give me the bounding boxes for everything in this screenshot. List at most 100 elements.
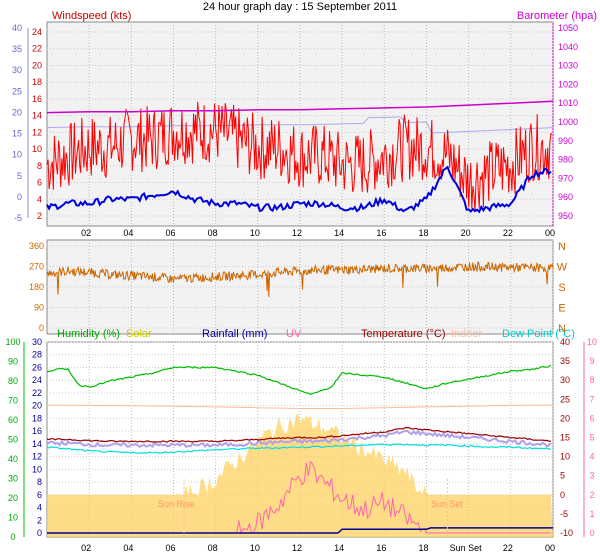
time-tick-label: 06: [165, 543, 175, 553]
dir-compass-label: S: [558, 282, 565, 294]
legend-windspeed: Windspeed (kts): [52, 10, 131, 22]
humidity-axis-label: 40: [8, 454, 18, 464]
wind-axis-label: 6: [37, 178, 42, 188]
wind-outer-axis-label: -5: [14, 213, 22, 223]
time-tick-label: 22: [503, 228, 513, 238]
legend-solar: Solar: [126, 328, 152, 340]
dir-compass-label: N: [558, 323, 566, 335]
temp-axis-label: -5: [560, 509, 568, 519]
rain-axis-label: 14: [32, 439, 42, 449]
rain-axis-label: 18: [32, 413, 42, 423]
wind-direction-line: [46, 261, 554, 297]
rainfall-line: [47, 527, 553, 534]
uv-axis-label: 1: [589, 509, 594, 519]
time-tick-label: 08: [208, 228, 218, 238]
wind-axis-label: 14: [32, 111, 42, 121]
humidity-axis-label: 80: [8, 376, 18, 386]
uv-axis-label: 2: [589, 490, 594, 500]
time-tick-label: 16: [376, 228, 386, 238]
solar-area: [47, 412, 553, 537]
wind-axis-label: 24: [32, 27, 42, 37]
time-tick-label: 04: [123, 228, 133, 238]
dir-axis-label: 360: [29, 241, 44, 251]
legend-rainfall: Rainfall (mm): [202, 328, 267, 340]
sun-rise-label: Sun Rise: [158, 499, 195, 509]
humidity-axis-label: 60: [8, 415, 18, 425]
uv-axis-label: 7: [589, 394, 594, 404]
wind-axis-label: 2: [37, 211, 42, 221]
baro-axis-label: 980: [558, 155, 573, 165]
baro-axis-label: 970: [558, 173, 573, 183]
time-tick-label: 10: [250, 543, 260, 553]
baro-axis-label: 960: [558, 192, 573, 202]
windspeed-line: [46, 101, 553, 212]
time-tick-label: 12: [292, 543, 302, 553]
uv-axis-label: 4: [589, 452, 594, 462]
wind-axis-label: 10: [32, 144, 42, 154]
wind-axis-label: 8: [37, 161, 42, 171]
wind-outer-axis-label: 25: [12, 86, 22, 96]
humidity-axis-label: 0: [10, 532, 15, 542]
uv-axis-label: 8: [589, 375, 594, 385]
rain-axis-label: 26: [32, 362, 42, 372]
dewpoint-line: [46, 443, 552, 455]
rain-axis-label: 4: [37, 503, 42, 513]
barometer-trend-light-line: [46, 116, 554, 134]
uv-axis-label: 3: [589, 471, 594, 481]
time-tick-label: 16: [376, 543, 386, 553]
dir-axis-label: 90: [34, 303, 44, 313]
temp-axis-label: 20: [560, 413, 570, 423]
rain-axis-label: 8: [37, 477, 42, 487]
rain-axis-label: 12: [32, 452, 42, 462]
legend-temperature: Temperature (°C): [361, 328, 445, 340]
uv-axis-label: 6: [589, 413, 594, 423]
humidity-axis-label: 50: [8, 435, 18, 445]
legend-dewpoint: Dew Point (°C): [502, 328, 575, 340]
time-tick-label: 20: [461, 228, 471, 238]
time-tick-label: 02: [81, 228, 91, 238]
temp-axis-label: 10: [560, 452, 570, 462]
baro-axis-label: 990: [558, 136, 573, 146]
wind-outer-axis-label: 10: [12, 150, 22, 160]
wind-outer-axis-label: 35: [12, 44, 22, 54]
time-tick-label: 10: [250, 228, 260, 238]
legend-uv: UV: [286, 328, 302, 340]
baro-axis-label: 1040: [558, 42, 578, 52]
rain-axis-label: 22: [32, 388, 42, 398]
dir-axis-label: 180: [29, 282, 44, 292]
time-tick-label: 02: [81, 543, 91, 553]
dir-compass-label: W: [557, 262, 568, 274]
legend-humidity: Humidity (%): [57, 328, 120, 340]
dir-compass-label: E: [558, 303, 565, 315]
dir-axis-label: 0: [39, 323, 44, 333]
temp-axis-label: 40: [560, 337, 570, 347]
uv-axis-label: 0: [589, 528, 594, 538]
time-tick-label: 18: [418, 543, 428, 553]
uv-axis-label: 9: [589, 356, 594, 366]
page-title: 24 hour graph day : 15 September 2011: [203, 1, 397, 13]
humidity-line: [46, 364, 552, 396]
humidity-axis-label: 100: [5, 337, 20, 347]
baro-axis-label: 1020: [558, 79, 578, 89]
wind-axis-label: 16: [32, 94, 42, 104]
barometer-line: [46, 100, 554, 114]
rain-axis-label: 30: [32, 337, 42, 347]
temperature-min-line: [46, 429, 552, 449]
time-tick-label: 14: [334, 543, 344, 553]
time-tick-label: 00: [545, 228, 555, 238]
series-layer: [46, 100, 554, 537]
temp-axis-label: 5: [560, 471, 565, 481]
wind-axis-label: 18: [32, 77, 42, 87]
baro-axis-label: 1000: [558, 117, 578, 127]
wind-outer-axis-label: 5: [17, 171, 22, 181]
rain-axis-label: 24: [32, 375, 42, 385]
wind-outer-axis-label: 30: [12, 65, 22, 75]
baro-axis-label: 950: [558, 211, 573, 221]
temp-axis-label: -10: [560, 528, 573, 538]
uv-axis-label: 10: [587, 337, 597, 347]
humidity-axis-label: 30: [8, 474, 18, 484]
indoor-temperature-line: [46, 404, 554, 409]
time-tick-label: 06: [165, 228, 175, 238]
